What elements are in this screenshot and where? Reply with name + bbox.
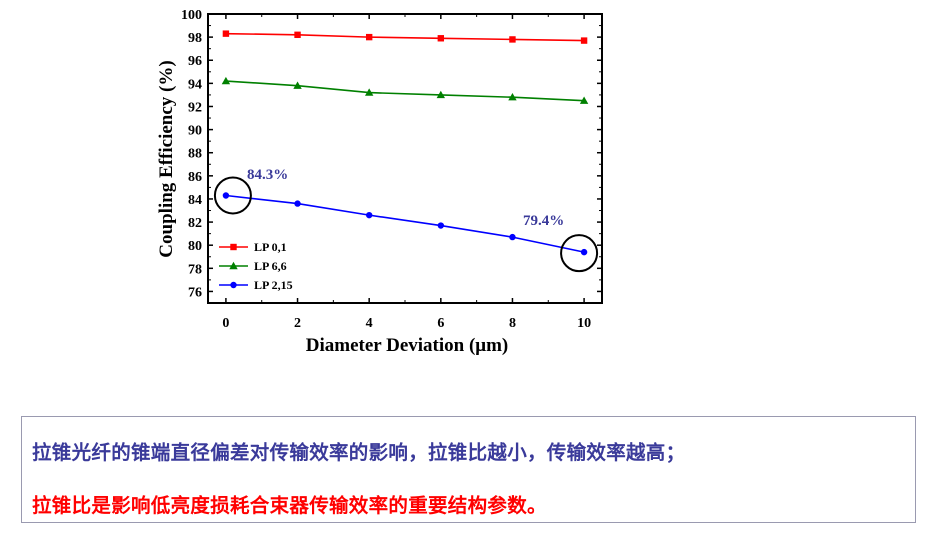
data-point-square	[294, 31, 301, 39]
data-point-triangle	[293, 81, 302, 89]
data-point-square	[222, 30, 230, 37]
y-tick-label: 76	[188, 285, 202, 300]
series-line	[225, 80, 585, 102]
y-tick-label: 78	[188, 262, 202, 277]
y-tick-label: 82	[188, 216, 202, 231]
data-point-square	[230, 243, 237, 251]
data-point-circle	[222, 192, 230, 199]
x-tick-label: 4	[366, 316, 373, 331]
y-tick-label: 88	[188, 147, 202, 162]
data-point-square	[437, 35, 445, 42]
note-line-1: 拉锥光纤的锥端直径偏差对传输效率的影响，拉锥比越小，传输效率越高；	[32, 441, 686, 464]
legend-label: LP 0,1	[254, 240, 287, 254]
x-tick-label: 10	[577, 316, 591, 331]
data-point-square	[580, 37, 588, 44]
data-point-triangle	[508, 93, 517, 101]
y-tick-label: 80	[188, 239, 202, 254]
data-point-triangle	[221, 76, 231, 85]
y-tick-label: 86	[188, 170, 202, 185]
y-tick-label: 90	[188, 124, 202, 139]
y-tick-label: 84	[188, 193, 202, 208]
series-line	[225, 32, 585, 42]
data-point-circle	[437, 222, 445, 229]
x-tick-label: 0	[222, 316, 229, 331]
data-point-circle	[509, 233, 516, 241]
y-tick-label: 100	[181, 8, 202, 23]
highlight-circle	[560, 234, 599, 273]
x-tick-label: 2	[294, 316, 301, 331]
note-line-2: 拉锥比是影响低亮度损耗合束器传输效率的重要结构参数。	[32, 494, 547, 517]
x-tick-label: 8	[509, 316, 516, 331]
legend-label: LP 2,15	[254, 278, 293, 292]
notes-box: 拉锥光纤的锥端直径偏差对传输效率的影响，拉锥比越小，传输效率越高； 拉锥比是影响…	[21, 416, 916, 523]
axis-ticks: 76 78 80 82 84 86 88 90 92 94 96 98 100 0 2 4 6 8 10	[181, 8, 602, 331]
data-point-square	[365, 33, 373, 41]
y-tick-label: 96	[188, 54, 202, 69]
data-point-triangle	[229, 261, 238, 270]
data-point-circle	[294, 200, 301, 207]
annotation-label: 84.3%	[247, 167, 288, 183]
series-line	[225, 194, 585, 253]
data-point-circle	[580, 248, 588, 256]
y-tick-label: 98	[188, 31, 202, 46]
y-axis-label: Coupling Efficiency (%)	[156, 60, 177, 257]
data-point-triangle	[579, 96, 589, 104]
data-point-triangle	[364, 88, 374, 96]
y-tick-label: 92	[188, 100, 202, 115]
coupling-efficiency-chart: 76 78 80 82 84 86 88 90 92 94 96 98 100 0 2 4 6 8 10 LP 0,…	[156, 8, 603, 356]
data-point-circle	[365, 211, 373, 219]
highlight-circle	[213, 176, 252, 215]
data-point-square	[509, 36, 516, 43]
x-tick-label: 6	[437, 316, 444, 331]
data-point-triangle	[436, 90, 446, 99]
x-axis-label: Diameter Deviation (μm)	[306, 335, 508, 356]
annotations: 84.3% 79.4%	[213, 167, 599, 273]
annotation-label: 79.4%	[523, 213, 564, 229]
data-series	[221, 30, 589, 256]
legend: LP 0,1 LP 6,6 LP 2,15	[219, 240, 293, 292]
legend-label: LP 6,6	[254, 259, 287, 273]
data-point-circle	[230, 281, 237, 289]
y-tick-label: 94	[188, 77, 202, 92]
